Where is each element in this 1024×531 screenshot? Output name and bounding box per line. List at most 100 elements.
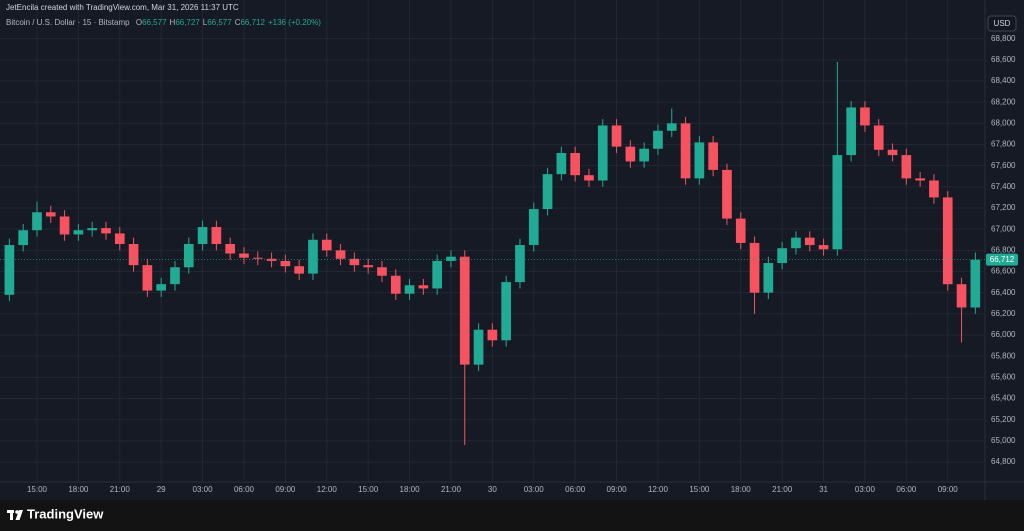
candle-body (694, 142, 705, 179)
candle-body (156, 284, 167, 291)
y-tick-label: 65,200 (991, 415, 1016, 424)
y-tick-label: 65,000 (991, 436, 1016, 445)
candle-body (252, 257, 263, 259)
candle-body (183, 243, 194, 268)
ohlc-value: 66,712 (240, 18, 265, 27)
candle-body (515, 245, 525, 283)
x-tick-label: 18:00 (400, 485, 421, 494)
candle-body (308, 239, 318, 274)
x-tick-label: 21:00 (772, 485, 793, 494)
candle-body (59, 216, 70, 235)
candle-body (722, 169, 732, 219)
candle-body (873, 125, 884, 150)
candle-body (528, 209, 539, 246)
y-tick-label: 65,800 (991, 351, 1016, 360)
candle-body (473, 329, 484, 365)
candle-body (804, 237, 815, 246)
y-tick-label: 67,800 (991, 140, 1016, 149)
ohlc-key: H (170, 18, 176, 27)
y-tick-label: 66,000 (991, 330, 1016, 339)
candle-body (487, 329, 498, 341)
candles (0, 61, 985, 446)
candle-body (32, 212, 42, 231)
x-tick-label: 06:00 (565, 485, 586, 494)
y-tick-label: 65,600 (991, 372, 1016, 381)
candle-body (266, 258, 277, 261)
logo-part (15, 510, 19, 514)
candle-body (763, 263, 774, 293)
candle-body (749, 242, 760, 293)
candle-body (846, 107, 856, 156)
candle-body (280, 260, 291, 267)
candle-body (611, 125, 622, 147)
x-tick-label: 21:00 (441, 485, 462, 494)
brand-logo (7, 510, 23, 520)
x-tick-label: 12:00 (317, 485, 338, 494)
candle-body (432, 260, 442, 289)
y-tick-label: 67,400 (991, 182, 1016, 191)
y-tick-label: 66,600 (991, 267, 1016, 276)
x-tick-label: 31 (819, 485, 828, 494)
candle-body (956, 284, 967, 308)
candle-body (225, 243, 236, 254)
candle-body (818, 245, 829, 250)
y-tick-label: 67,600 (991, 161, 1016, 170)
candle-body (335, 250, 346, 259)
y-tick-label: 66,400 (991, 288, 1016, 297)
x-tick-label: 15:00 (358, 485, 379, 494)
candle-body (459, 256, 470, 365)
x-tick-label: 06:00 (896, 485, 917, 494)
candle-body (584, 175, 594, 181)
x-tick-label: 18:00 (731, 485, 752, 494)
candle-body (887, 149, 898, 156)
ohlc-key: O (136, 18, 142, 27)
x-tick-label: 09:00 (607, 485, 628, 494)
x-tick-label: 03:00 (855, 485, 876, 494)
candle-body (625, 146, 636, 162)
y-tick-label: 67,200 (991, 203, 1016, 212)
x-tick-label: 18:00 (68, 485, 89, 494)
candle-body (666, 123, 677, 131)
candle-body (101, 228, 111, 234)
y-tick-label: 66,200 (991, 309, 1016, 318)
candle-body (239, 253, 249, 258)
candle-body (708, 142, 718, 170)
candle-body (639, 148, 649, 162)
candle-body (390, 275, 401, 294)
candle-body (542, 174, 553, 210)
candle-body (653, 130, 663, 149)
x-tick-label: 09:00 (938, 485, 959, 494)
candle-body (18, 230, 29, 246)
candle-body (114, 233, 125, 244)
candle-body (73, 230, 84, 235)
x-tick-label: 03:00 (193, 485, 214, 494)
candle-body (929, 180, 939, 198)
candle-body (860, 107, 870, 126)
ohlc-key: L (203, 18, 208, 27)
x-tick-label: 30 (488, 485, 497, 494)
candle-body (446, 256, 456, 261)
x-tick-label: 21:00 (110, 485, 131, 494)
y-tick-label: 68,000 (991, 118, 1016, 127)
last-price-badge (986, 253, 1018, 266)
candle-body (680, 123, 691, 179)
candle-body (901, 155, 912, 179)
brand: TradingView (27, 506, 104, 521)
ohlc-value: 66,577 (142, 18, 167, 27)
grid (0, 0, 985, 482)
candle-body (832, 155, 843, 250)
candle-body (294, 266, 305, 274)
ohlc-key: C (235, 18, 241, 27)
candle-body (404, 285, 415, 294)
candle-body (87, 228, 98, 231)
candle-body (501, 282, 511, 341)
credit: JetEncila created with TradingView.com, … (6, 3, 239, 12)
candle-body (321, 239, 332, 251)
candle-body (915, 178, 925, 181)
candle-body (197, 227, 208, 244)
candle-body (777, 248, 787, 264)
ohlc-value: 66,577 (207, 18, 232, 27)
